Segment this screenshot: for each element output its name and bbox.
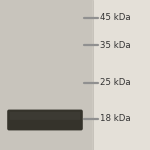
Text: 25 kDa: 25 kDa [100, 78, 131, 87]
Text: 35 kDa: 35 kDa [100, 40, 131, 50]
Text: 18 kDa: 18 kDa [100, 114, 131, 123]
Bar [93, 0, 150, 150]
Text: 45 kDa: 45 kDa [100, 14, 131, 22]
FancyBboxPatch shape [10, 112, 80, 120]
FancyBboxPatch shape [7, 110, 83, 130]
